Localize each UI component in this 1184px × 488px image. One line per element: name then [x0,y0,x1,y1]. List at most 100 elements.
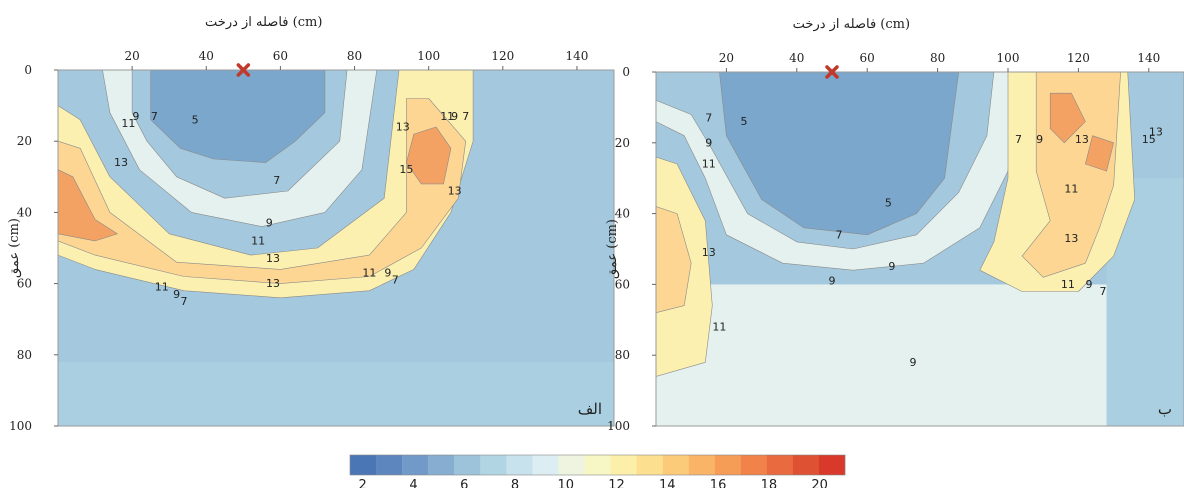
colorbar-swatch [740,455,768,475]
colorbar-tick-label: 10 [557,478,574,488]
colorbar-tick-label: 2 [359,478,367,488]
x-tick-label: 140 [1137,51,1160,65]
contour-label: 7 [181,295,188,308]
contour-label: 7 [705,112,712,125]
y-tick-label: 0 [622,65,630,79]
colorbar-tick-label: 6 [460,478,468,488]
contour-label: 7 [1015,133,1022,146]
contour-label: 11 [251,234,265,247]
contour-label: 13 [1064,232,1078,245]
colorbar-swatch [714,455,741,475]
colorbar-tick-label: 16 [710,478,727,488]
colorbar-swatch [610,455,637,475]
contour-label: 7 [392,274,399,287]
colorbar-frame [349,454,846,476]
colorbar-swatch [688,455,715,475]
x-tick-label: 140 [565,49,588,63]
contour-region-15 [406,126,452,185]
colorbar-tick-label: 20 [811,478,828,488]
contour-label: 15 [399,163,413,176]
contour-label: 9 [132,110,139,123]
y-tick-label: 20 [17,134,32,148]
contour-region-5 [719,72,960,236]
contour-label: 7 [462,110,469,123]
y-axis-title: عمق (cm) [605,219,620,279]
y-tick-label: 40 [17,205,32,219]
x-tick-label: 120 [491,49,514,63]
contour-label: 7 [273,174,280,187]
colorbar-swatch [766,455,794,475]
contour-label: 11 [362,266,376,279]
contour-label: 7 [836,228,843,241]
colorbar-swatch [662,455,689,475]
contour-region-13 [58,98,467,284]
contour-label: 11 [440,110,454,123]
contour-region-15 [1085,135,1114,172]
y-tick-label: 60 [615,277,630,291]
contour-label: 11 [702,158,716,171]
colorbar-swatch [818,455,846,475]
contour-label: 11 [121,117,135,130]
x-axis-title: فاصله از درخت (cm) [793,17,910,32]
contour-label: 13 [702,246,716,259]
contour-label: 11 [1061,278,1075,291]
colorbar-swatch [428,455,455,475]
colorbar-tick-label: 14 [659,478,676,488]
panel-label: الف [578,400,602,418]
contour-label: 13 [396,121,410,134]
contour-region-13 [1021,72,1121,278]
colorbar-swatch [792,455,820,475]
contour-label: 13 [448,185,462,198]
colorbar-swatch [350,455,377,475]
x-tick-label: 20 [719,51,734,65]
colorbar-swatch [532,455,559,475]
x-tick-label: 100 [997,51,1020,65]
contour-label: 7 [1100,285,1107,298]
contour-label: 9 [888,260,895,273]
plot-frame [57,69,615,427]
contour-label: 9 [1036,133,1043,146]
contour-label: 13 [266,252,280,265]
contour-label: 11 [712,320,726,333]
x-tick-label: 60 [860,51,875,65]
x-tick-label: 80 [930,51,945,65]
contour-label: 13 [1149,126,1163,139]
contour-label: 13 [1075,133,1089,146]
heatmap-band [58,361,614,426]
contour-region-5 [150,70,326,163]
contour-label: 9 [266,217,273,230]
colorbar-tick-label: 18 [761,478,778,488]
colorbar-swatch [558,455,585,475]
tree-marker-icon [825,65,839,79]
contour-label: 9 [1085,278,1092,291]
colorbar-tick-label: 4 [409,478,417,488]
contour-label: 9 [829,274,836,287]
heatmap-band [656,284,1184,426]
colorbar-swatch [636,455,663,475]
contour-label: 9 [909,356,916,369]
contour-label: 15 [1142,133,1156,146]
contour-region-13 [656,206,692,314]
colorbar-swatch [506,455,533,475]
contour-label: 9 [173,288,180,301]
x-tick-label: 60 [273,49,288,63]
y-tick-label: 60 [17,277,32,291]
x-tick-label: 80 [347,49,362,63]
heatmap-band [58,297,614,362]
contour-label: 9 [384,266,391,279]
contour-label: 5 [741,115,748,128]
y-tick-label: 20 [615,136,630,150]
colorbar-tick-label: 12 [608,478,625,488]
colorbar-swatch [402,455,429,475]
panel-label: ب [1158,400,1172,418]
x-tick-label: 120 [1067,51,1090,65]
contour-label: 13 [266,277,280,290]
y-tick-label: 100 [9,419,32,433]
colorbar-swatch [480,455,507,475]
contour-label: 9 [451,110,458,123]
